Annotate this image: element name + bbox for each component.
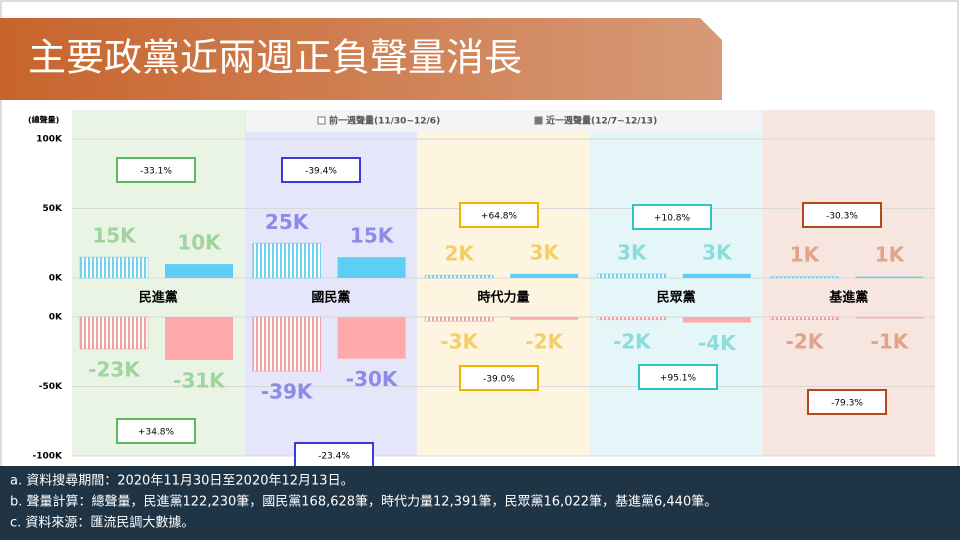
panel-bg <box>417 110 590 456</box>
value-label: 10K <box>177 231 222 255</box>
y-tick-label: 0K <box>49 313 63 323</box>
value-label: -2K <box>613 330 652 354</box>
value-label: 15K <box>350 224 395 248</box>
y-tick-label: -100K <box>33 452 64 462</box>
value-label: 3K <box>702 240 733 264</box>
change-label: -39.0% <box>483 375 515 385</box>
value-label: 1K <box>790 243 821 267</box>
category-label: 國民黨 <box>311 290 350 306</box>
y-tick-label: 100K <box>36 135 63 145</box>
value-label: -3K <box>440 330 479 354</box>
bar <box>855 317 924 319</box>
change-box <box>807 389 887 415</box>
y-tick-label: 50K <box>43 204 64 214</box>
bar <box>424 274 494 279</box>
change-box <box>116 157 196 183</box>
legend-marker <box>317 116 326 125</box>
bar <box>337 257 406 278</box>
change-label: +95.1% <box>660 374 697 384</box>
bar <box>79 256 149 279</box>
value-label: -2K <box>525 330 564 354</box>
bar <box>597 273 667 279</box>
change-box <box>459 202 539 228</box>
panel-bg <box>589 110 763 456</box>
change-label: +64.8% <box>481 212 518 222</box>
change-label: -39.4% <box>305 167 337 177</box>
value-label: -1K <box>871 330 910 354</box>
value-label: -31K <box>173 369 226 393</box>
category-label: 民眾黨 <box>657 290 696 306</box>
value-label: 25K <box>265 210 310 234</box>
change-box <box>459 365 539 391</box>
bar <box>510 317 579 320</box>
bar <box>252 242 321 279</box>
change-box <box>294 442 374 468</box>
bar <box>79 316 149 350</box>
bar <box>770 276 839 279</box>
category-label: 時代力量 <box>477 290 529 306</box>
value-label: -23K <box>88 357 141 381</box>
bar <box>682 273 751 278</box>
legend-box <box>246 110 760 132</box>
value-label: 3K <box>529 240 560 264</box>
change-label: +34.8% <box>138 428 175 438</box>
legend-label: 前一週聲量(11/30~12/6) <box>329 115 440 127</box>
change-box <box>116 418 196 444</box>
bar <box>337 317 406 359</box>
bar <box>165 264 233 278</box>
note: b. 聲量計算：總聲量，民進黨122,230筆，國民黨168,628筆，時代力量… <box>10 494 717 510</box>
title-banner <box>0 18 722 100</box>
value-label: 15K <box>92 224 137 248</box>
bar <box>252 316 321 372</box>
y-axis-label: (總聲量) <box>28 115 59 125</box>
value-label: 2K <box>444 242 475 266</box>
bar <box>165 317 233 361</box>
value-label: -2K <box>786 330 825 354</box>
value-label: -30K <box>346 367 399 391</box>
change-box <box>281 157 361 183</box>
y-tick-label: -50K <box>39 382 63 392</box>
change-box <box>802 202 882 228</box>
change-label: -23.4% <box>318 452 350 462</box>
note: a. 資料搜尋期間：2020年11月30日至2020年12月13日。 <box>10 474 354 489</box>
value-label: 3K <box>617 240 648 264</box>
y-tick-label: 0K <box>49 274 63 284</box>
legend-marker <box>534 116 543 125</box>
change-label: -30.3% <box>826 212 858 222</box>
bar <box>682 317 751 323</box>
bar <box>424 316 494 322</box>
note: c. 資料來源：匯流民調大數據。 <box>10 516 194 531</box>
category-label: 基進黨 <box>828 290 868 306</box>
bar <box>510 273 579 278</box>
change-label: -33.1% <box>140 167 172 177</box>
bar <box>597 316 667 321</box>
bar <box>770 316 839 321</box>
bar <box>855 276 924 278</box>
legend-label: 近一週聲量(12/7~12/13) <box>546 115 657 127</box>
value-label: -39K <box>261 380 314 404</box>
change-box <box>632 204 712 230</box>
title: 主要政黨近兩週正負聲量消長 <box>28 36 522 80</box>
value-label: 1K <box>875 243 906 267</box>
change-box <box>638 364 718 390</box>
value-label: -4K <box>698 331 737 355</box>
change-label: -79.3% <box>831 399 863 409</box>
footer <box>0 466 960 540</box>
category-label: 民進黨 <box>139 290 178 306</box>
change-label: +10.8% <box>654 214 691 224</box>
